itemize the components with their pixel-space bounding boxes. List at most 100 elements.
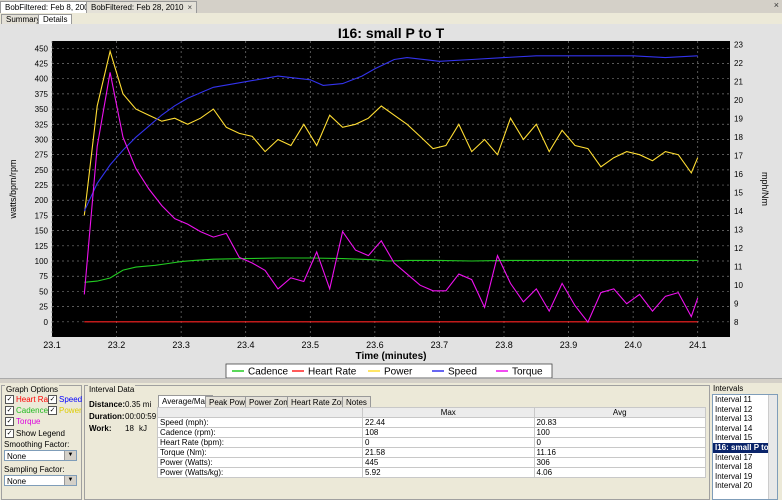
y-left-axis-label: watts/bpm/rpm (8, 159, 18, 219)
avg-cell: 4.06 (533, 467, 706, 478)
y-left-tick-label: 175 (35, 211, 49, 220)
plot-area (52, 41, 730, 337)
intervals-scrollbar[interactable] (768, 395, 777, 499)
cadence-checkbox[interactable]: ✓ Cadence (5, 406, 49, 416)
y-right-tick-label: 10 (734, 281, 743, 290)
y-right-tick-label: 15 (734, 189, 743, 198)
y-left-tick-label: 50 (39, 287, 48, 296)
table-row: Power (Watts): 445 306 (157, 457, 706, 468)
document-tab-feb-28-2010[interactable]: BobFiltered: Feb 28, 2010 × (86, 1, 198, 13)
document-tab-bar: BobFiltered: Feb 8, 2009 × BobFiltered: F… (0, 0, 782, 14)
intervals-title: Intervals (712, 384, 745, 393)
row-label: Cadence (rpm): (157, 427, 363, 438)
smoothing-factor-label: Smoothing Factor: (4, 440, 70, 449)
close-icon[interactable]: × (187, 3, 193, 12)
show-legend-checkbox[interactable]: ✓ Show Legend (5, 429, 65, 439)
chart-panel: I16: small P to T 23.1 23.2 23.3 23.4 23.5 23.… (0, 24, 782, 378)
avg-cell: 100 (533, 427, 706, 438)
max-cell: 22.44 (362, 417, 535, 428)
row-label: Speed (mph): (157, 417, 363, 428)
check-icon: ✓ (5, 406, 14, 416)
max-cell: 445 (362, 457, 535, 468)
list-item[interactable]: Interval 20 (715, 481, 753, 491)
y-right-tick-label: 11 (734, 263, 743, 272)
interval-data-title: Interval Data (88, 385, 136, 394)
y-left-tick-label: 300 (35, 135, 49, 144)
max-cell: 5.92 (362, 467, 535, 478)
max-cell: 0 (362, 437, 535, 448)
list-item[interactable]: Interval 12 (715, 404, 753, 414)
list-item-selected[interactable]: I16: small P to T (713, 442, 777, 453)
y-right-tick-label: 23 (734, 41, 743, 50)
work-label: Work: (89, 424, 112, 433)
tab-notes[interactable]: Notes (342, 396, 371, 408)
cadence-label: Cadence (16, 406, 49, 415)
interval-stats-table: Max Avg Speed (mph): 22.44 20.83 Cadence (… (157, 407, 706, 478)
chevron-down-icon: ▼ (64, 476, 76, 485)
y-left-tick-label: 275 (35, 151, 49, 160)
x-tick-label: 23.1 (43, 340, 61, 350)
list-item[interactable]: Interval 19 (715, 471, 753, 481)
list-item[interactable]: Interval 17 (715, 452, 753, 462)
y-left-tick-label: 125 (35, 242, 49, 251)
tab-details[interactable]: Details (38, 14, 73, 25)
x-tick-label: 23.8 (495, 340, 513, 350)
y-left-tick-label: 350 (35, 105, 49, 114)
check-icon: ✓ (5, 429, 14, 439)
heart-rate-checkbox[interactable]: ✓ Heart Rate (5, 395, 55, 405)
avg-cell: 306 (533, 457, 706, 468)
x-tick-label: 23.2 (108, 340, 126, 350)
power-checkbox[interactable]: ✓ Power (48, 406, 82, 416)
avg-cell: 0 (533, 437, 706, 448)
y-left-tick-label: 75 (39, 272, 48, 281)
torque-checkbox[interactable]: ✓ Torque (5, 417, 41, 427)
check-icon: ✓ (5, 417, 14, 427)
window-close-icon[interactable]: × (773, 0, 779, 10)
list-item[interactable]: Interval 11 (715, 395, 752, 404)
graph-options-group: Graph Options ✓ Heart Rate ✓ Speed ✓ Cadenc… (1, 385, 82, 500)
series-line-power (83, 49, 699, 216)
x-tick-label: 23.6 (366, 340, 384, 350)
x-tick-label: 23.4 (237, 340, 255, 350)
legend-label-cadence: Cadence (248, 367, 288, 378)
x-tick-label: 23.5 (302, 340, 320, 350)
intervals-list[interactable]: Interval 11 Interval 12 Interval 13 Inte… (712, 394, 778, 500)
x-tick-label: 23.3 (172, 340, 190, 350)
torque-label: Torque (16, 417, 41, 426)
y-left-tick-label: 450 (35, 44, 49, 53)
work-unit: kJ (139, 424, 147, 433)
column-header-avg: Avg (533, 407, 706, 418)
y-right-tick-label: 22 (734, 59, 743, 68)
panel-splitter[interactable] (0, 378, 782, 383)
y-left-tick-label: 425 (35, 59, 49, 68)
row-label: Power (Watts): (157, 457, 363, 468)
distance-label: Distance: (89, 400, 126, 409)
smoothing-factor-select[interactable]: None ▼ (4, 450, 77, 461)
y-right-tick-label: 9 (734, 300, 739, 309)
speed-label: Speed (59, 395, 83, 404)
y-left-tick-label: 250 (35, 166, 49, 175)
legend-label-heart-rate: Heart Rate (308, 367, 357, 378)
y-left-tick-label: 200 (35, 196, 49, 205)
chart-title: I16: small P to T (338, 25, 445, 41)
y-right-tick-label: 8 (734, 318, 739, 327)
y-left-tick-label: 25 (39, 303, 48, 312)
speed-checkbox[interactable]: ✓ Speed (48, 395, 83, 405)
y-right-tick-label: 19 (734, 115, 743, 124)
column-header-label (157, 407, 363, 418)
list-item[interactable]: Interval 14 (715, 423, 753, 433)
row-label: Power (Watts/kg): (157, 467, 363, 478)
line-chart: I16: small P to T 23.1 23.2 23.3 23.4 23.5 23.… (8, 25, 770, 378)
list-item[interactable]: Interval 15 (715, 433, 753, 443)
column-header-max: Max (362, 407, 535, 418)
distance-value: 0.35 mi (125, 400, 152, 409)
duration-label: Duration: (89, 412, 125, 421)
y-right-axis-label: mph/Nm (760, 172, 770, 206)
sampling-factor-label: Sampling Factor: (4, 465, 65, 474)
row-label: Heart Rate (bpm): (157, 437, 363, 448)
power-label: Power (59, 406, 82, 415)
max-cell: 108 (362, 427, 535, 438)
list-item[interactable]: Interval 13 (715, 414, 753, 424)
sampling-factor-select[interactable]: None ▼ (4, 475, 77, 486)
list-item[interactable]: Interval 18 (715, 462, 753, 472)
